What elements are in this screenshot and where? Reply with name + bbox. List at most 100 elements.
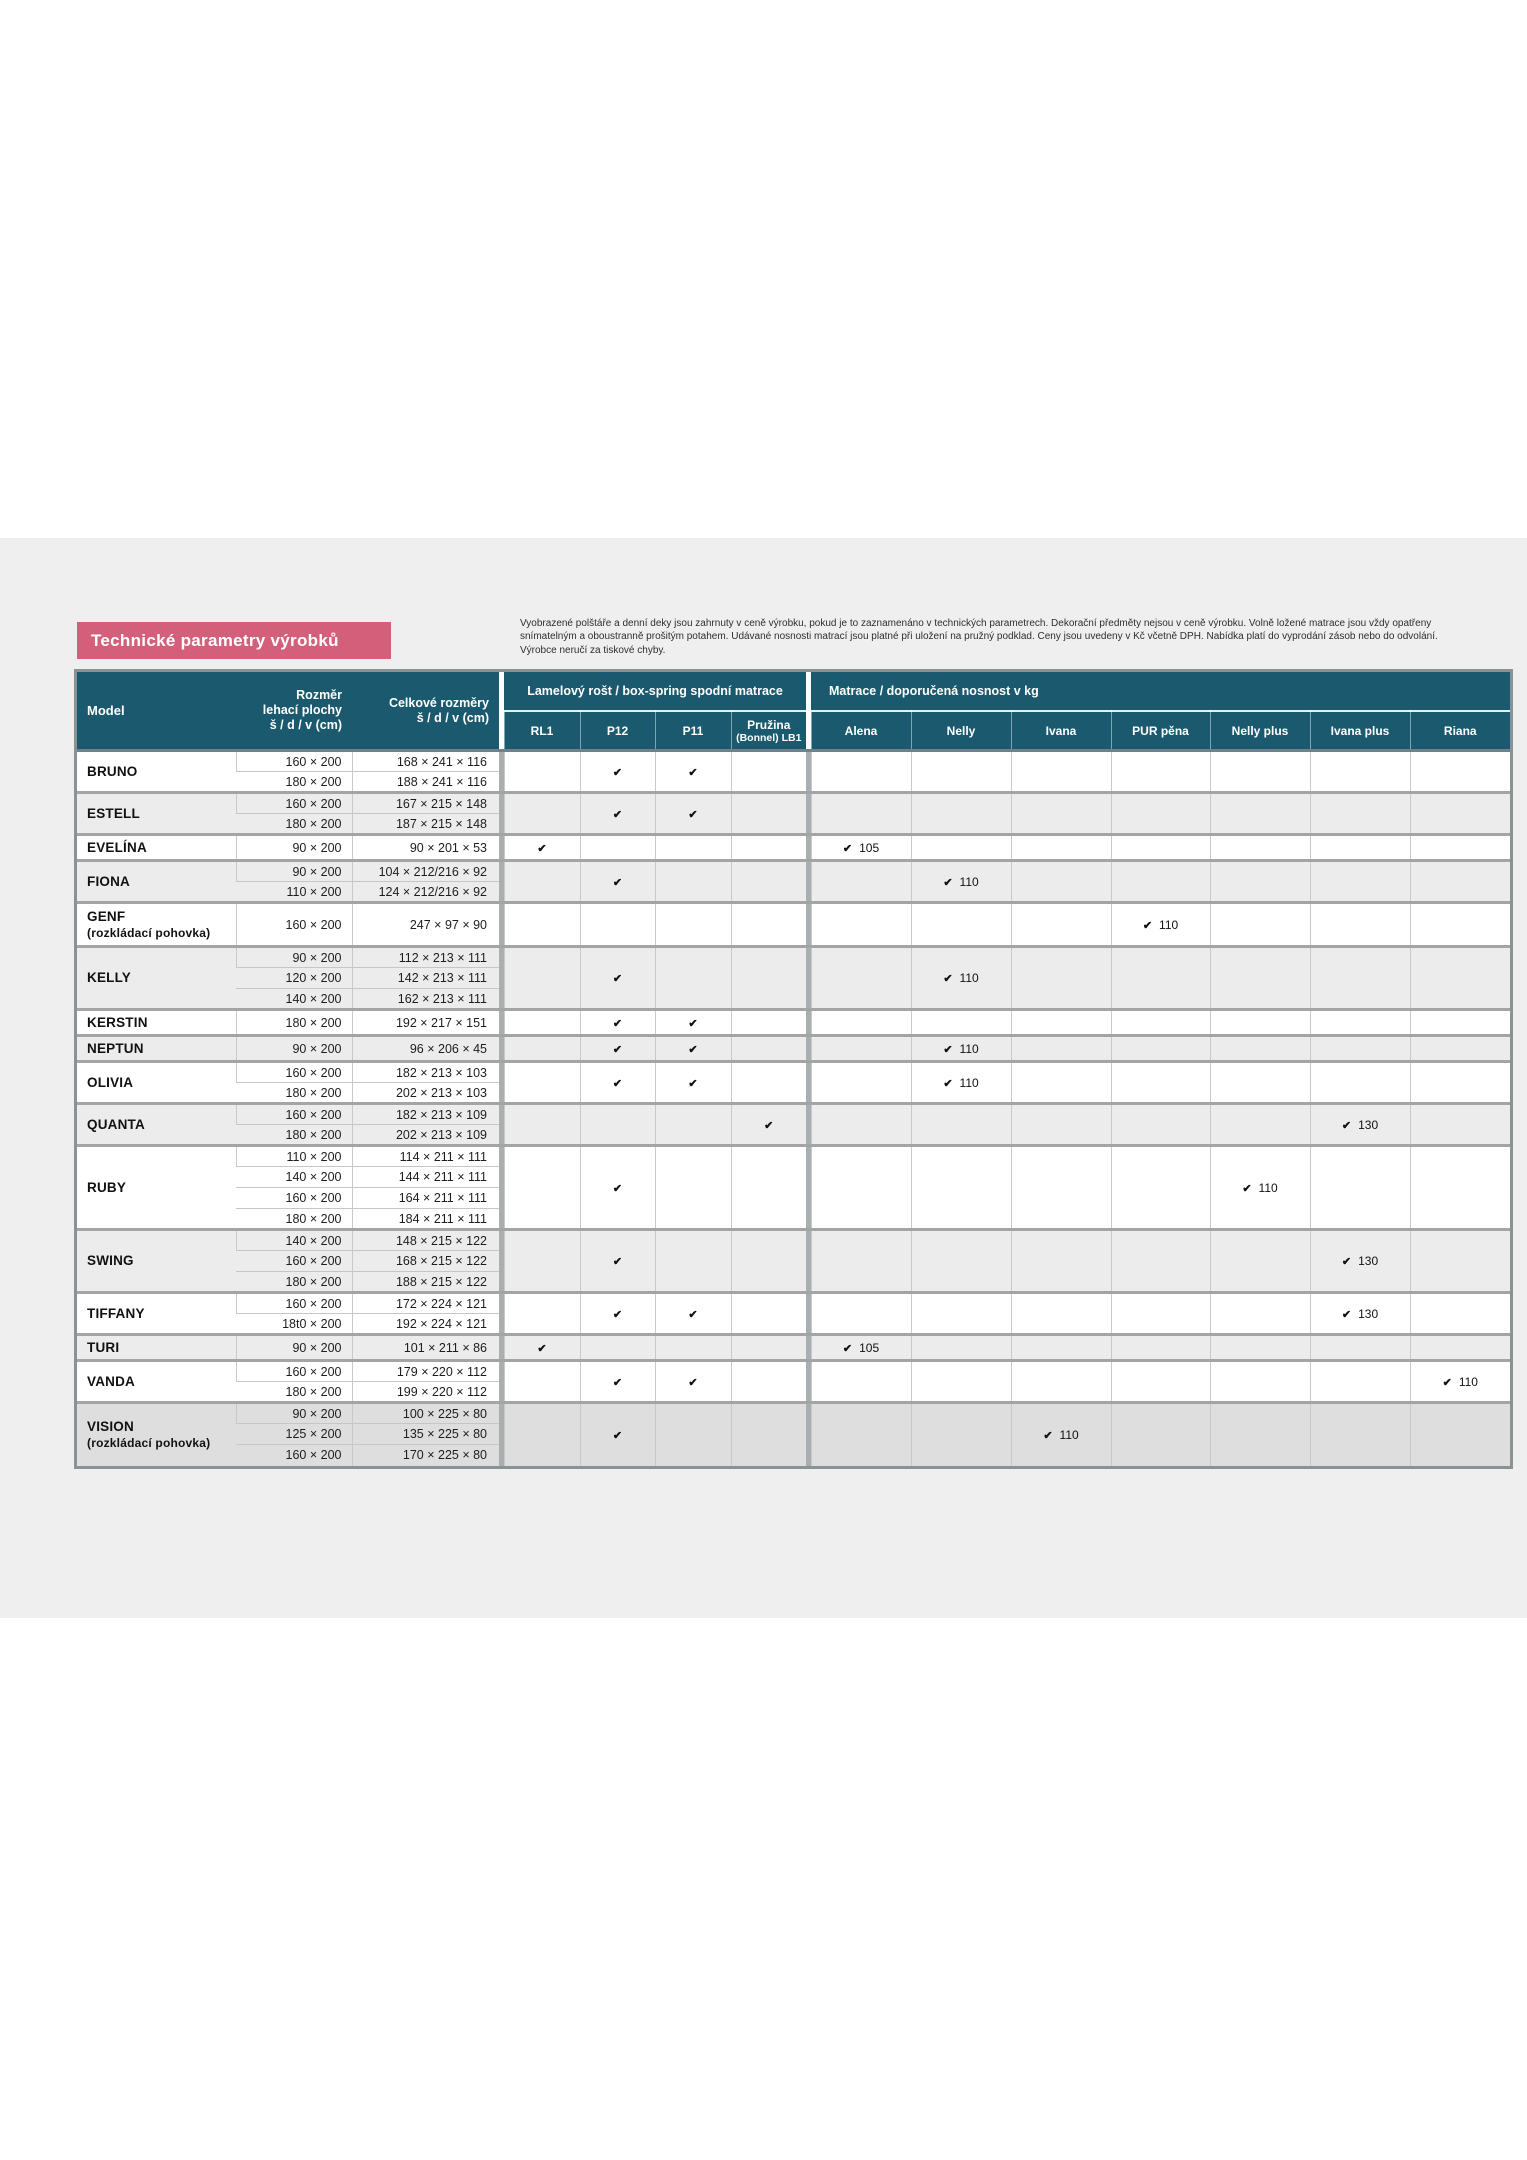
overall-size: 172 × 224 × 121 [351, 1292, 499, 1314]
model-name: GENF (rozkládací pohovka) [77, 902, 236, 947]
overall-size: 164 × 211 × 111 [351, 1187, 499, 1209]
base-check-cell [579, 1334, 655, 1361]
sleeping-size: 160 × 200 [236, 1187, 352, 1209]
table-row: TIFFANY 160 × 200 172 × 224 × 121 ✔ ✔ ✔ 130 [77, 1292, 1511, 1335]
mattress-cell [1110, 1292, 1210, 1335]
check-icon: ✔ [688, 1077, 698, 1090]
base-check-cell [503, 1145, 580, 1230]
base-check-cell [654, 946, 731, 1010]
column-header-model: Model [77, 672, 236, 751]
base-check-cell [654, 1229, 731, 1293]
mattress-cell [1110, 1360, 1210, 1403]
model-name: KELLY [77, 946, 236, 1010]
sleeping-size: 140 × 200 [236, 1166, 352, 1188]
mattress-cell [1209, 1402, 1310, 1466]
base-check-cell: ✔ [579, 1229, 655, 1293]
column-header-base-3: Pružina (Bonnel) LB1 [730, 711, 806, 751]
sleeping-size: 140 × 200 [236, 988, 352, 1010]
model-name: SWING [77, 1229, 236, 1293]
mattress-cell [1409, 1009, 1511, 1036]
check-icon: ✔ [1242, 1182, 1252, 1195]
mattress-cell [1110, 1334, 1210, 1361]
mattress-cell [1209, 1229, 1310, 1293]
column-gap [806, 672, 811, 751]
mattress-cell: ✔ 130 [1309, 1103, 1410, 1146]
base-check-cell: ✔ [579, 946, 655, 1010]
column-gap [499, 860, 504, 903]
mattress-cell [1309, 946, 1410, 1010]
overall-size: 144 × 211 × 111 [351, 1166, 499, 1188]
column-gap [806, 1145, 811, 1230]
mattress-cell [1010, 1009, 1111, 1036]
mattress-cell [1209, 1061, 1310, 1104]
model-group-olivia: OLIVIA 160 × 200 182 × 213 × 103 ✔ ✔ ✔ 110 180 … [77, 1061, 1511, 1104]
mattress-cell [810, 750, 911, 793]
model-name: VANDA [77, 1360, 236, 1403]
base-check-cell [503, 750, 580, 793]
column-header-mattress-5: Ivana plus [1309, 711, 1410, 751]
column-gap [499, 1360, 504, 1403]
column-gap [806, 792, 811, 835]
model-name: FIONA [77, 860, 236, 903]
check-icon: ✔ [943, 973, 953, 985]
model-name: QUANTA [77, 1103, 236, 1146]
mattress-cell: ✔ 105 [810, 1334, 911, 1361]
mattress-cell [1309, 1145, 1410, 1230]
base-check-cell [579, 1103, 655, 1146]
mattress-cell [910, 902, 1011, 947]
check-icon: ✔ [612, 1256, 623, 1268]
mattress-cell [1110, 1229, 1210, 1293]
check-icon: ✔ [688, 1017, 698, 1030]
base-check-cell [654, 834, 731, 861]
mattress-cell [1110, 834, 1210, 861]
base-check-cell [503, 1229, 580, 1293]
mattress-cell [1110, 1061, 1210, 1104]
column-gap [499, 750, 504, 793]
column-gap [499, 792, 504, 835]
column-header-base-0: RL1 [503, 711, 580, 751]
model-group-bruno: BRUNO 160 × 200 168 × 241 × 116 ✔ ✔ 180 × 200… [77, 750, 1511, 793]
load-capacity-value: 130 [1358, 1117, 1379, 1132]
mattress-cell [810, 860, 911, 903]
base-check-cell: ✔ [579, 1360, 655, 1403]
overall-size: 168 × 215 × 122 [351, 1250, 499, 1272]
model-name: OLIVIA [77, 1061, 236, 1104]
sleeping-size: 90 × 200 [235, 1334, 352, 1361]
sleeping-size: 160 × 200 [235, 902, 352, 947]
mattress-cell [910, 1145, 1011, 1230]
mattress-cell [1209, 1334, 1310, 1361]
sleeping-size: 120 × 200 [236, 967, 352, 989]
sleeping-size: 90 × 200 [235, 946, 352, 968]
sleeping-size: 18t0 × 200 [236, 1313, 352, 1335]
column-gap [499, 902, 504, 947]
mattress-cell [910, 1009, 1011, 1036]
mattress-cell [1409, 1145, 1511, 1230]
sleeping-size: 160 × 200 [235, 750, 352, 772]
sleeping-size: 180 × 200 [236, 1124, 352, 1146]
mattress-cell [910, 792, 1011, 835]
check-icon: ✔ [688, 1376, 698, 1389]
overall-size: 192 × 224 × 121 [351, 1313, 499, 1335]
sleeping-size: 160 × 200 [235, 1061, 352, 1083]
mattress-cell [1209, 902, 1310, 947]
mattress-cell [810, 1061, 911, 1104]
table-row: 18t0 × 200 192 × 224 × 121 [77, 1313, 1510, 1335]
group-header-mattress: Matrace / doporučená nosnost v kg [811, 672, 1511, 712]
mattress-cell [1110, 1402, 1210, 1466]
mattress-cell: ✔ 110 [910, 946, 1011, 1010]
sleeping-size: 110 × 200 [236, 881, 352, 903]
base-check-cell [654, 860, 731, 903]
mattress-cell [810, 1360, 911, 1403]
mattress-cell [1409, 1103, 1511, 1146]
sleeping-size: 140 × 200 [235, 1229, 352, 1251]
mattress-cell [1309, 860, 1410, 903]
model-name: KERSTIN [77, 1009, 236, 1036]
table-row: GENF (rozkládací pohovka) 160 × 200 247 × 9… [77, 902, 1511, 947]
mattress-cell [1110, 1009, 1210, 1036]
table-row: SWING 140 × 200 148 × 215 × 122 ✔ ✔ 130 [77, 1229, 1511, 1293]
mattress-cell [1010, 1292, 1111, 1335]
table-row: TURI 90 × 200 101 × 211 × 86 ✔ ✔ 105 [77, 1334, 1511, 1361]
table-row: EVELÍNA 90 × 200 90 × 201 × 53 ✔ ✔ 105 [77, 834, 1511, 861]
base-check-cell [730, 1334, 806, 1361]
table-row: KERSTIN 180 × 200 192 × 217 × 151 ✔ ✔ [77, 1009, 1511, 1036]
